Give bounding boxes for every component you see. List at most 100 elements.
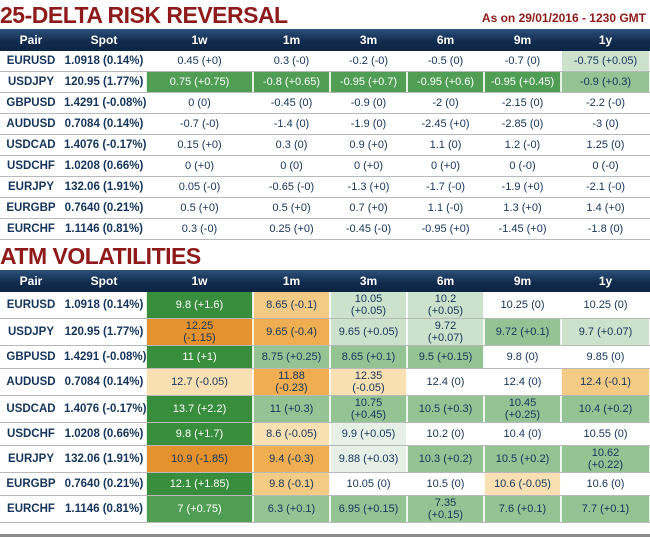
cell-eurchf-6m: 7.35 (+0.15): [407, 495, 484, 523]
column-header-6m: 6m: [407, 270, 484, 292]
table-row-usdjpy: USDJPY 120.95 (1.77%) 12.25 (-1.15) 9.65 (-…: [0, 318, 650, 346]
pair-label: GBPUSD: [0, 92, 62, 114]
cell-usdcad-6m: 10.5 (+0.3): [407, 395, 484, 423]
cell-audusd-1w: 12.7 (-0.05): [146, 368, 253, 396]
cell-eurusd-1y: -0.75 (+0.05): [561, 51, 650, 72]
cell-usdjpy-9m: -0.95 (+0.45): [484, 71, 561, 93]
table-row-eurjpy: EURJPY 132.06 (1.91%) 10.9 (-1.85) 9.4 (-0.…: [0, 445, 650, 473]
column-header-spot: Spot: [62, 270, 146, 292]
cell-usdchf-1y: 0 (-0): [561, 155, 650, 177]
cell-usdjpy-1m: 9.65 (-0.4): [253, 318, 330, 346]
cell-gbpusd-9m: -2.15 (0): [484, 92, 561, 114]
atm-volatilities-table: Pair Spot 1w 1m 3m 6m 9m 1y EURUSD 1.0918 (0.14%…: [0, 270, 650, 523]
cell-eurchf-9m: 7.6 (+0.1): [484, 495, 561, 523]
table-row-eurgbp: EURGBP 0.7640 (0.21%) 12.1 (+1.85) 9.8 (-0.…: [0, 472, 650, 496]
spot-value: 1.4076 (-0.17%): [62, 134, 146, 156]
cell-eurgbp-3m: 10.05 (0): [330, 472, 407, 496]
cell-eurgbp-1m: 0.5 (+0): [253, 197, 330, 219]
column-header-9m: 9m: [484, 29, 561, 51]
pair-label: EURCHF: [0, 218, 62, 240]
cell-eurchf-1y: 7.7 (+0.1): [561, 495, 650, 523]
cell-audusd-1y: 12.4 (-0.1): [561, 368, 650, 396]
spot-value: 1.0918 (0.14%): [62, 292, 146, 319]
cell-audusd-3m: -1.9 (0): [330, 113, 407, 135]
cell-usdcad-1m: 11 (+0.3): [253, 395, 330, 423]
cell-usdjpy-1m: -0.8 (+0.65): [253, 71, 330, 93]
cell-audusd-6m: -2.45 (+0): [407, 113, 484, 135]
cell-usdchf-1w: 9.8 (+1.7): [146, 422, 253, 446]
pair-label: EURJPY: [0, 445, 62, 473]
cell-eurusd-9m: 10.25 (0): [484, 292, 561, 319]
table-row-usdchf: USDCHF 1.0208 (0.66%) 0 (+0) 0 (0) 0 (+0) 0 (…: [0, 155, 650, 177]
column-header-1y: 1y: [561, 29, 650, 51]
cell-eurusd-3m: -0.2 (-0): [330, 51, 407, 72]
table-row-usdcad: USDCAD 1.4076 (-0.17%) 0.15 (+0) 0.3 (0) 0.9…: [0, 134, 650, 156]
column-header-pair: Pair: [0, 29, 62, 51]
cell-audusd-9m: 12.4 (0): [484, 368, 561, 396]
cell-usdchf-1m: 8.6 (-0.05): [253, 422, 330, 446]
column-header-pair: Pair: [0, 270, 62, 292]
risk-reversal-header-row: Pair Spot 1w 1m 3m 6m 9m 1y: [0, 29, 650, 51]
cell-eurjpy-3m: 9.88 (+0.03): [330, 445, 407, 473]
cell-usdjpy-3m: -0.95 (+0.7): [330, 71, 407, 93]
pair-label: EURGBP: [0, 472, 62, 496]
table-row-usdchf: USDCHF 1.0208 (0.66%) 9.8 (+1.7) 8.6 (-0.05…: [0, 422, 650, 446]
section-title-risk-reversal: 25-DELTA RISK REVERSAL: [0, 2, 288, 28]
table-row-eurusd: EURUSD 1.0918 (0.14%) 9.8 (+1.6) 8.65 (-0.1…: [0, 292, 650, 319]
table-row-usdjpy: USDJPY 120.95 (1.77%) 0.75 (+0.75) -0.8 (+0…: [0, 71, 650, 93]
cell-usdchf-3m: 9.9 (+0.05): [330, 422, 407, 446]
spot-value: 120.95 (1.77%): [62, 71, 146, 93]
cell-eurchf-9m: -1.45 (+0): [484, 218, 561, 240]
section-title-atm: ATM VOLATILITIES: [0, 243, 201, 269]
column-header-3m: 3m: [330, 29, 407, 51]
cell-eurjpy-1m: -0.65 (-0): [253, 176, 330, 198]
cell-eurgbp-6m: 10.5 (0): [407, 472, 484, 496]
cell-gbpusd-1w: 11 (+1): [146, 345, 253, 369]
cell-eurusd-3m: 10.05 (+0.05): [330, 292, 407, 319]
column-header-3m: 3m: [330, 270, 407, 292]
cell-audusd-1m: -1.4 (0): [253, 113, 330, 135]
cell-usdjpy-6m: -0.95 (+0.6): [407, 71, 484, 93]
cell-eurgbp-3m: 0.7 (+0): [330, 197, 407, 219]
cell-usdjpy-6m: 9.72 (+0.07): [407, 318, 484, 346]
cell-eurusd-1w: 9.8 (+1.6): [146, 292, 253, 319]
cell-usdjpy-1y: 9.7 (+0.07): [561, 318, 650, 346]
spot-value: 1.0208 (0.66%): [62, 422, 146, 446]
spot-value: 1.0918 (0.14%): [62, 51, 146, 72]
cell-usdcad-9m: 10.45 (+0.25): [484, 395, 561, 423]
pair-label: USDCHF: [0, 422, 62, 446]
cell-usdchf-9m: 0 (-0): [484, 155, 561, 177]
cell-usdcad-1m: 0.3 (0): [253, 134, 330, 156]
pair-label: EURUSD: [0, 51, 62, 72]
table-row-eurjpy: EURJPY 132.06 (1.91%) 0.05 (-0) -0.65 (-0) -…: [0, 176, 650, 198]
table-row-gbpusd: GBPUSD 1.4291 (-0.08%) 11 (+1) 8.75 (+0.25)…: [0, 345, 650, 369]
cell-audusd-3m: 12.35 (-0.05): [330, 368, 407, 396]
table-row-eurusd: EURUSD 1.0918 (0.14%) 0.45 (+0) 0.3 (-0) -0.…: [0, 51, 650, 72]
cell-eurjpy-6m: 10.3 (+0.2): [407, 445, 484, 473]
cell-eurjpy-9m: 10.5 (+0.2): [484, 445, 561, 473]
spot-value: 0.7084 (0.14%): [62, 113, 146, 135]
cell-usdchf-6m: 10.2 (0): [407, 422, 484, 446]
cell-usdchf-1m: 0 (0): [253, 155, 330, 177]
column-header-1w: 1w: [146, 29, 253, 51]
cell-gbpusd-1m: 8.75 (+0.25): [253, 345, 330, 369]
risk-reversal-titlebar: 25-DELTA RISK REVERSAL As on 29/01/2016 …: [0, 0, 650, 29]
cell-eurgbp-6m: 1.1 (-0): [407, 197, 484, 219]
table-row-gbpusd: GBPUSD 1.4291 (-0.08%) 0 (0) -0.45 (0) -0.9 …: [0, 92, 650, 114]
cell-eurjpy-1y: -2.1 (-0): [561, 176, 650, 198]
cell-eurusd-1m: 0.3 (-0): [253, 51, 330, 72]
spot-value: 1.0208 (0.66%): [62, 155, 146, 177]
cell-eurusd-1w: 0.45 (+0): [146, 51, 253, 72]
table-row-eurchf: EURCHF 1.1146 (0.81%) 0.3 (-0) 0.25 (+0) -0.…: [0, 218, 650, 240]
cell-gbpusd-9m: 9.8 (0): [484, 345, 561, 369]
spot-value: 120.95 (1.77%): [62, 318, 146, 346]
column-header-1w: 1w: [146, 270, 253, 292]
spot-value: 0.7640 (0.21%): [62, 472, 146, 496]
cell-eurgbp-9m: 1.3 (+0): [484, 197, 561, 219]
pair-label: EURCHF: [0, 495, 62, 523]
table-row-usdcad: USDCAD 1.4076 (-0.17%) 13.7 (+2.2) 11 (+0.3…: [0, 395, 650, 423]
cell-gbpusd-6m: 9.5 (+0.15): [407, 345, 484, 369]
table-row-eurgbp: EURGBP 0.7640 (0.21%) 0.5 (+0) 0.5 (+0) 0.7 …: [0, 197, 650, 219]
pair-label: USDJPY: [0, 71, 62, 93]
cell-eurusd-1m: 8.65 (-0.1): [253, 292, 330, 319]
